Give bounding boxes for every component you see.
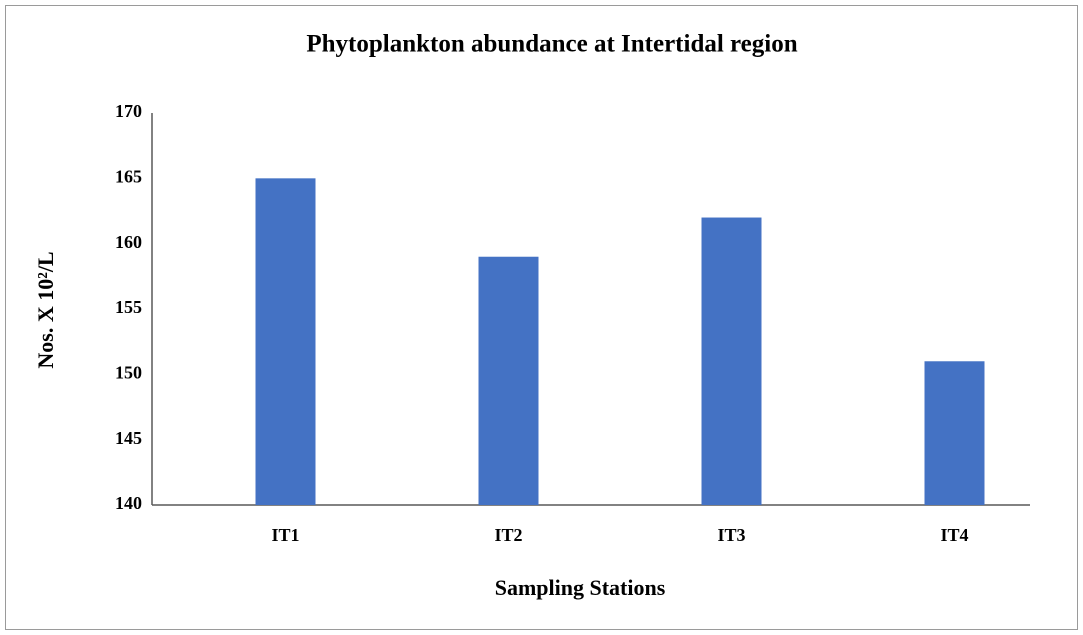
x-axis-title: Sampling Stations bbox=[495, 575, 666, 600]
y-tick-label: 165 bbox=[115, 166, 142, 186]
y-tick-label: 155 bbox=[115, 297, 142, 317]
y-tick-label: 140 bbox=[115, 493, 142, 513]
bar bbox=[255, 178, 316, 506]
x-tick-label: IT1 bbox=[271, 525, 299, 545]
x-tick-label: IT3 bbox=[717, 525, 745, 545]
y-tick-label: 145 bbox=[115, 428, 142, 448]
y-tick-label: 170 bbox=[115, 101, 142, 121]
y-tick-label: 150 bbox=[115, 362, 142, 382]
y-tick-label: 160 bbox=[115, 232, 142, 252]
bar bbox=[478, 256, 539, 505]
x-tick-label: IT2 bbox=[494, 525, 522, 545]
bar bbox=[701, 217, 762, 506]
x-tick-label: IT4 bbox=[940, 525, 968, 545]
chart-frame bbox=[5, 5, 1078, 630]
y-axis-title: Nos. X 10²/L bbox=[33, 251, 58, 368]
bar bbox=[924, 361, 985, 505]
chart-title: Phytoplankton abundance at Intertidal re… bbox=[306, 31, 797, 58]
